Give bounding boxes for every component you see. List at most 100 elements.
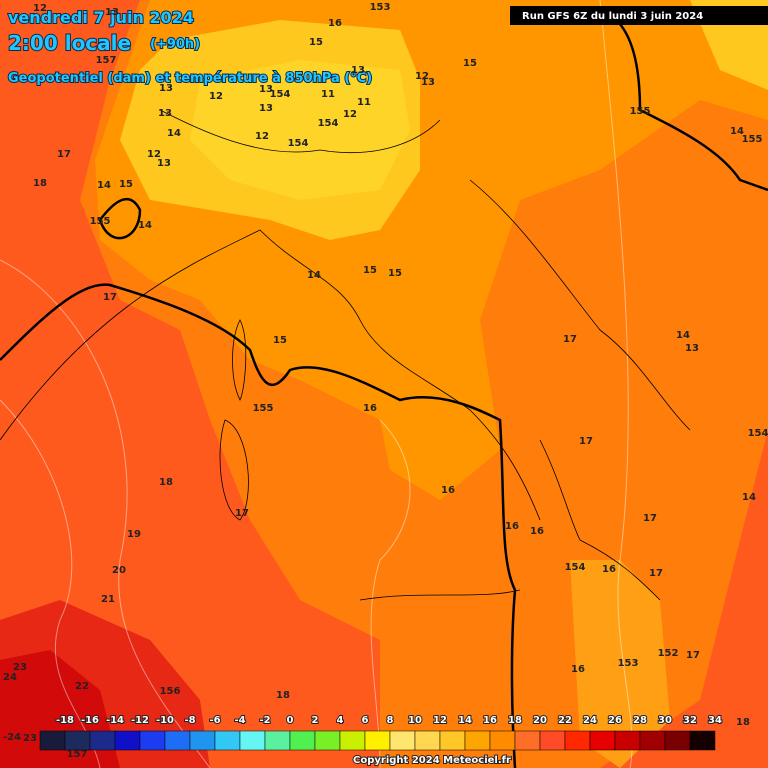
- contour-label: 153: [618, 658, 639, 669]
- colorbar-tick-label: -6: [209, 715, 220, 726]
- contour-label: 14: [138, 220, 152, 231]
- colorbar-tick-label: 28: [633, 715, 647, 726]
- contour-label: 152: [658, 648, 679, 659]
- colorbar-tick-label: -2: [259, 715, 270, 726]
- colorbar-swatch: [589, 730, 616, 751]
- contour-label: 12: [33, 3, 47, 14]
- colorbar-tick-label: 20: [533, 715, 547, 726]
- contour-label: 16: [571, 664, 585, 675]
- colorbar-tick-label: 2: [312, 715, 319, 726]
- colorbar-swatch: [464, 730, 491, 751]
- contour-label: 18: [276, 690, 290, 701]
- colorbar-tick-label: 16: [483, 715, 497, 726]
- contour-label: 16: [602, 564, 616, 575]
- copyright: Copyright 2024 Meteociel.fr: [353, 755, 511, 766]
- colorbar-swatch: [264, 730, 291, 751]
- map-lead: (+90h): [150, 37, 200, 52]
- colorbar-tick-label: -10: [156, 715, 174, 726]
- contour-label: 16: [441, 485, 455, 496]
- colorbar-tick-label: -8: [184, 715, 195, 726]
- contour-label: 15: [273, 335, 287, 346]
- contour-label: 18: [736, 717, 750, 728]
- colorbar-swatch: [389, 730, 416, 751]
- contour-label: 11: [357, 97, 371, 108]
- contour-label: 15: [388, 268, 402, 279]
- colorbar-swatch: [564, 730, 591, 751]
- contour-label: 17: [643, 513, 657, 524]
- contour-label: 154: [288, 138, 309, 149]
- contour-label: 157: [96, 55, 117, 66]
- contour-label: 13: [259, 103, 273, 114]
- contour-label: 17: [57, 149, 71, 160]
- contour-label: 13: [421, 77, 435, 88]
- contour-label: 16: [530, 526, 544, 537]
- contour-label: 11: [321, 89, 335, 100]
- contour-label: 12: [209, 91, 223, 102]
- contour-label: 14: [307, 270, 321, 281]
- colorbar-tick-label: 30: [658, 715, 672, 726]
- contour-label: 12: [255, 131, 269, 142]
- colorbar-swatch: [339, 730, 366, 751]
- contour-label: 12: [415, 71, 429, 82]
- colorbar-tick-label: -14: [106, 715, 124, 726]
- colorbar-tick-label: 10: [408, 715, 422, 726]
- contour-label: 17: [649, 568, 663, 579]
- contour-label: 12: [343, 109, 357, 120]
- contour-label: 17: [563, 334, 577, 345]
- contour-label: 23: [13, 662, 27, 673]
- contour-label: 13: [351, 65, 365, 76]
- colorbar-tick-label: 14: [458, 715, 472, 726]
- colorbar-swatch: [664, 730, 691, 751]
- colorbar-swatch: [439, 730, 466, 751]
- contour-label: 17: [579, 436, 593, 447]
- colorbar-swatch: [364, 730, 391, 751]
- colorbar-tick-label: 22: [558, 715, 572, 726]
- colorbar-swatch: [189, 730, 216, 751]
- contour-label: 15: [119, 179, 133, 190]
- contour-label: 15: [309, 37, 323, 48]
- map-subtitle: Geopotentiel (dam) et température à 850h…: [8, 71, 372, 86]
- contour-label: 14: [742, 492, 756, 503]
- colorbar-swatch: [164, 730, 191, 751]
- contour-label: 156: [160, 686, 181, 697]
- contour-label: 154: [318, 118, 339, 129]
- contour-label: 13: [105, 7, 119, 18]
- colorbar-swatch: [139, 730, 166, 751]
- contour-label: 16: [328, 18, 342, 29]
- contour-label: 14: [676, 330, 690, 341]
- contour-label: 24: [3, 672, 17, 683]
- colorbar-tick-label: 8: [387, 715, 394, 726]
- contour-label: 153: [370, 2, 391, 13]
- contour-label: 155: [742, 134, 763, 145]
- coastlines: [0, 109, 691, 601]
- colorbar-swatch: [639, 730, 666, 751]
- contour-label: 14: [730, 126, 744, 137]
- colorbar-swatch: [489, 730, 516, 751]
- contour-label: 13: [685, 343, 699, 354]
- map-title: vendredi 7 juin 2024: [8, 8, 194, 27]
- colorbar-tick-label: 12: [433, 715, 447, 726]
- contour-label: 20: [112, 565, 126, 576]
- contour-label: 15: [363, 265, 377, 276]
- colorbar-tick-label: 6: [362, 715, 369, 726]
- contour-label: 15: [463, 58, 477, 69]
- zone-mild-east: [570, 560, 670, 768]
- contour-label: 21: [101, 594, 115, 605]
- contour-label: 14: [97, 180, 111, 191]
- colorbar-tick-label: 32: [683, 715, 697, 726]
- contour-label: 155: [630, 106, 651, 117]
- contour-label: 13: [158, 108, 172, 119]
- colorbar-tick-label: 24: [583, 715, 597, 726]
- colorbar-swatch: [514, 730, 541, 751]
- contour-label: 17: [103, 292, 117, 303]
- colorbar: -18 -16 -14 -12 -10 -8 -6 -4 -2 0 2 4 6 8 10 12 14 16 18 20…: [39, 714, 723, 751]
- colorbar-swatch: [239, 730, 266, 751]
- colorbar-swatch: [89, 730, 116, 751]
- contour-label: 22: [75, 681, 89, 692]
- contour-label: -24: [3, 732, 21, 743]
- colorbar-swatch: [64, 730, 91, 751]
- colorbar-swatch: [614, 730, 641, 751]
- colorbar-swatch: [689, 730, 716, 751]
- contour-label: 155: [90, 216, 111, 227]
